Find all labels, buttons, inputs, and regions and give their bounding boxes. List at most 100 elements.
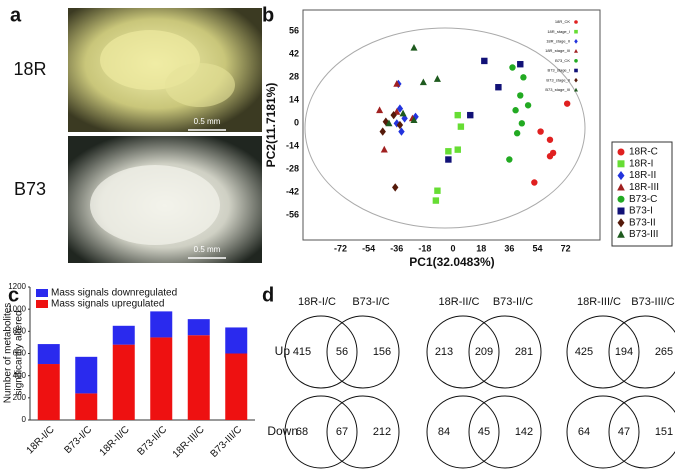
row-label: Down [267, 424, 298, 438]
bar-segment [37, 364, 60, 420]
y-tick-label: 800 [13, 326, 27, 335]
inner-legend-label: B73_stage_III [545, 87, 570, 92]
y-tick-label: 14 [289, 95, 299, 105]
point [512, 107, 519, 114]
point [457, 123, 465, 130]
x-tick-label: 0 [451, 243, 456, 253]
venn-count: 45 [478, 426, 490, 438]
inner-legend-label: 18R_CK [555, 19, 570, 24]
venn-count: 425 [575, 346, 593, 358]
point [513, 130, 521, 137]
inner-legend-label: B73_CK [555, 58, 570, 63]
legend-label: B73-I [629, 206, 653, 217]
inner-legend-label: 18R_stage_III [545, 48, 570, 53]
point [445, 156, 452, 163]
point [467, 111, 474, 119]
legend-symbol [617, 218, 625, 228]
point [392, 183, 399, 192]
point [454, 146, 461, 153]
y-tick-label: 42 [289, 49, 299, 59]
y-tick-label: 1000 [8, 304, 26, 313]
point [524, 102, 532, 109]
venn-count: 67 [336, 426, 348, 438]
row-label: Up [275, 344, 291, 358]
point [517, 61, 524, 68]
venn-circle [326, 315, 400, 389]
venn-circle [326, 395, 400, 469]
point [495, 84, 502, 91]
venn-count: 64 [578, 426, 590, 438]
point [481, 57, 488, 65]
venn-count: 265 [655, 346, 673, 358]
bar-segment [187, 319, 210, 336]
callus [90, 165, 220, 245]
venn-circle [468, 315, 542, 389]
point [410, 116, 418, 123]
y-tick-label: 400 [13, 371, 27, 380]
venn-circle [566, 395, 640, 469]
venn-circle [284, 315, 358, 389]
photo-label: 18R [13, 59, 46, 79]
x-tick-label: B73-III/C [209, 424, 245, 460]
point [385, 119, 393, 127]
legend-swatch [36, 300, 48, 308]
legend-label: 18R-I [629, 158, 653, 169]
bar-segment [150, 337, 173, 420]
inner-legend-symbol [574, 68, 578, 73]
y-tick-label: 200 [13, 393, 27, 402]
venn-count: 47 [618, 426, 630, 438]
photo-label: B73 [14, 179, 46, 199]
x-tick-label: -54 [362, 243, 375, 253]
point [379, 127, 386, 136]
point [433, 75, 441, 82]
legend-label: Mass signals downregulated [51, 288, 177, 299]
point [432, 197, 440, 204]
legend-swatch [36, 289, 48, 297]
x-tick-label: 54 [532, 243, 542, 253]
venn-count: 142 [515, 426, 533, 438]
x-tick-label: 18 [476, 243, 486, 253]
x-tick-label: -18 [418, 243, 431, 253]
y-tick-label: -42 [286, 187, 299, 197]
legend-label: 18R-II [629, 170, 656, 181]
legend-label: B73-II [629, 217, 656, 228]
legend-symbol [617, 230, 625, 238]
y-axis-label: PC2(11.7181%) [264, 83, 278, 168]
venn-count: 68 [296, 426, 308, 438]
y-tick-label: -28 [286, 164, 299, 174]
bar-segment [75, 356, 98, 394]
x-tick-label: 72 [561, 243, 571, 253]
venn-circle [608, 315, 675, 389]
point [398, 127, 405, 136]
venn-count: 194 [615, 346, 633, 358]
point [390, 110, 397, 120]
panel-label: c [8, 284, 19, 306]
callus [165, 63, 235, 107]
point [419, 78, 427, 86]
legend-symbol [617, 171, 625, 181]
x-tick-label: 18R-III/C [171, 424, 207, 460]
venn-count: 209 [475, 346, 493, 358]
inner-legend-symbol [574, 29, 578, 34]
x-tick-label: B73-II/C [136, 424, 170, 458]
venn-count: 281 [515, 346, 533, 358]
x-tick-label: 36 [504, 243, 514, 253]
inner-legend-label: B73_stage_II [546, 77, 570, 82]
inner-legend-symbol [574, 20, 578, 24]
inner-legend-symbol [574, 59, 578, 63]
legend-symbol [617, 195, 625, 203]
bar-segment [225, 353, 248, 420]
venn-circle [284, 395, 358, 469]
venn-circle [426, 395, 500, 469]
plot-frame [302, 9, 601, 241]
bar-segment [187, 335, 210, 420]
y-tick-label: -14 [286, 141, 299, 151]
point [517, 92, 524, 99]
inner-legend-symbol [574, 77, 578, 83]
inner-legend-label: B73_stage_I [548, 68, 570, 73]
venn-circle [426, 315, 500, 389]
set-label: B73-II/C [493, 296, 533, 308]
y-axis-label: significantly altered [14, 310, 25, 395]
point [445, 148, 452, 155]
y-tick-label: 28 [289, 72, 299, 82]
